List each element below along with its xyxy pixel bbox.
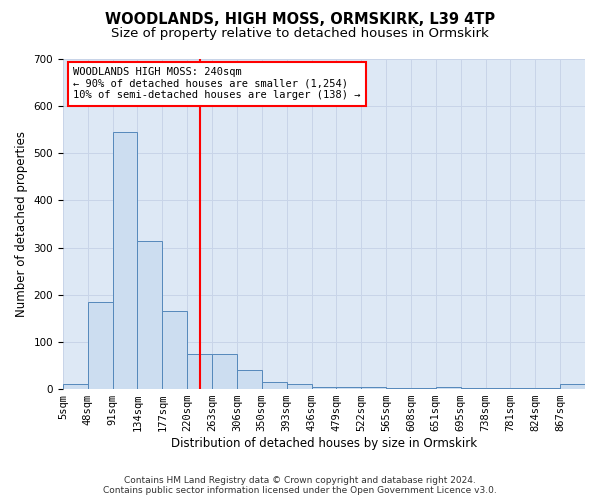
Bar [311, 386, 337, 389]
Bar [237, 370, 262, 389]
Bar [485, 388, 511, 389]
Text: WOODLANDS HIGH MOSS: 240sqm
← 90% of detached houses are smaller (1,254)
10% of : WOODLANDS HIGH MOSS: 240sqm ← 90% of det… [73, 68, 361, 100]
Bar [511, 388, 535, 389]
Bar [88, 302, 113, 389]
Bar [113, 132, 137, 389]
Bar [337, 386, 361, 389]
Bar [461, 388, 485, 389]
Y-axis label: Number of detached properties: Number of detached properties [15, 131, 28, 317]
Bar [137, 240, 163, 389]
Bar [187, 354, 212, 389]
Bar [535, 388, 560, 389]
Bar [63, 384, 88, 389]
Text: Size of property relative to detached houses in Ormskirk: Size of property relative to detached ho… [111, 28, 489, 40]
Bar [212, 354, 237, 389]
Bar [287, 384, 311, 389]
Text: Contains HM Land Registry data © Crown copyright and database right 2024.
Contai: Contains HM Land Registry data © Crown c… [103, 476, 497, 495]
Bar [361, 386, 386, 389]
Bar [262, 382, 287, 389]
Bar [560, 384, 585, 389]
Bar [436, 386, 461, 389]
Bar [386, 388, 411, 389]
Bar [163, 312, 187, 389]
Bar [411, 388, 436, 389]
X-axis label: Distribution of detached houses by size in Ormskirk: Distribution of detached houses by size … [171, 437, 477, 450]
Text: WOODLANDS, HIGH MOSS, ORMSKIRK, L39 4TP: WOODLANDS, HIGH MOSS, ORMSKIRK, L39 4TP [105, 12, 495, 28]
